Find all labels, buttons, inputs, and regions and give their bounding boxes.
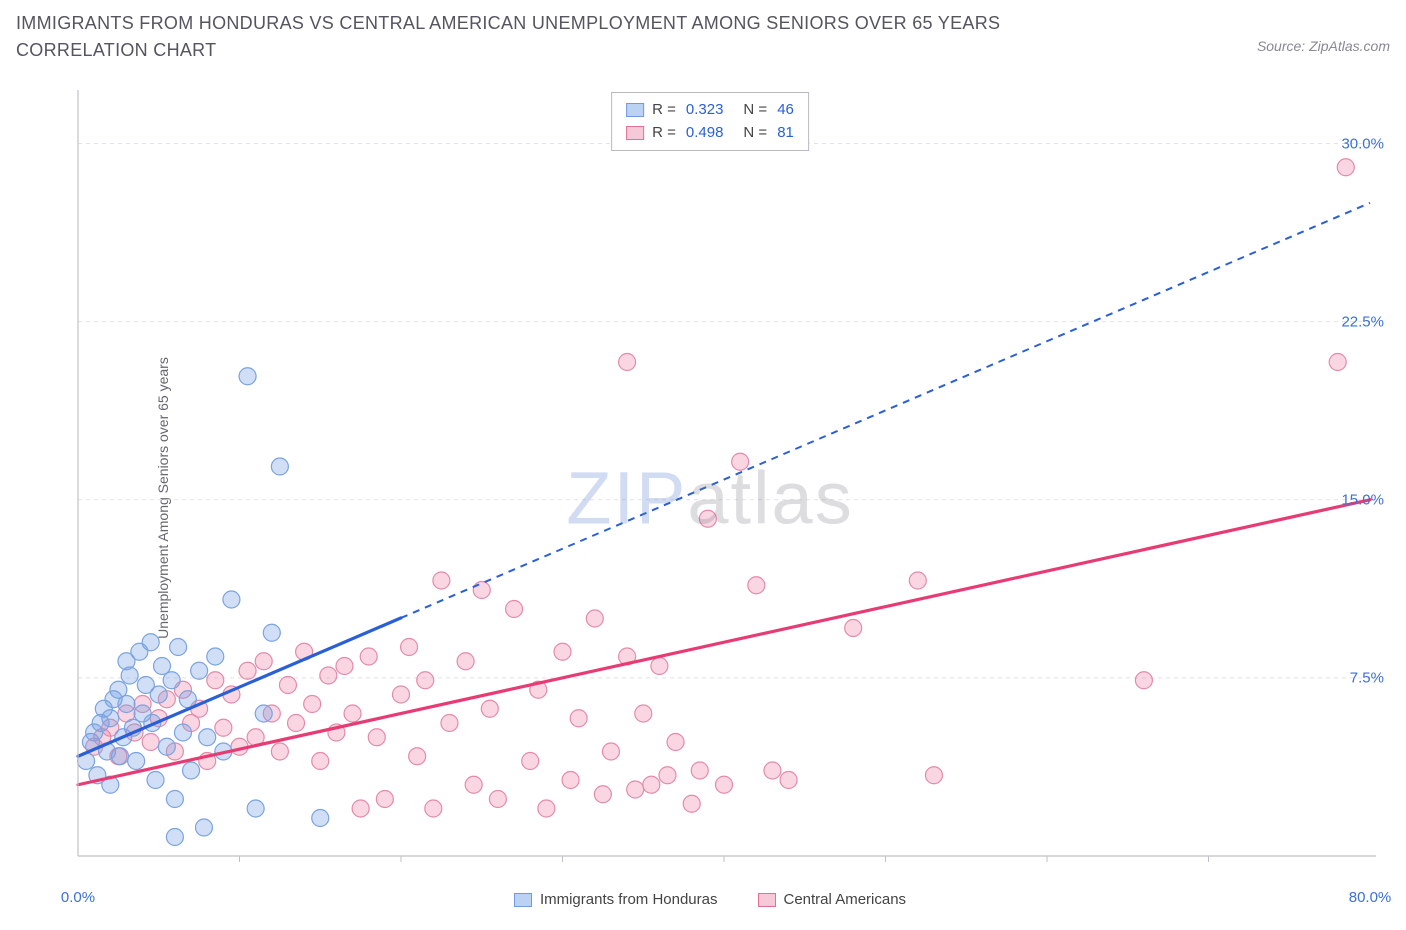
source-attribution: Source: ZipAtlas.com [1257,38,1390,54]
chart-title: IMMIGRANTS FROM HONDURAS VS CENTRAL AMER… [16,10,1096,64]
legend-n-label: N = [743,122,767,145]
legend-label-honduras: Immigrants from Honduras [540,891,718,908]
legend-n-value-0: 46 [777,99,794,122]
legend-row-honduras: R = 0.323 N = 46 [626,99,794,122]
stats-legend: R = 0.323 N = 46 R = 0.498 N = 81 [611,92,809,151]
series-legend: Immigrants from Honduras Central America… [30,891,1390,908]
legend-item-central: Central Americans [758,891,907,908]
swatch-honduras-icon [514,893,532,907]
swatch-honduras [626,103,644,117]
legend-item-honduras: Immigrants from Honduras [514,891,718,908]
legend-r-label: R = [652,122,676,145]
legend-row-central: R = 0.498 N = 81 [626,122,794,145]
swatch-central [626,126,644,140]
y-tick-label: 15.0% [1341,491,1384,508]
legend-r-value-0: 0.323 [686,99,724,122]
y-tick-label: 7.5% [1350,669,1384,686]
scatter-plot [64,86,1390,896]
chart-area: Unemployment Among Seniors over 65 years… [30,86,1390,910]
y-tick-label: 30.0% [1341,135,1384,152]
legend-r-value-1: 0.498 [686,122,724,145]
legend-label-central: Central Americans [784,891,907,908]
swatch-central-icon [758,893,776,907]
legend-n-label: N = [743,99,767,122]
legend-r-label: R = [652,99,676,122]
legend-n-value-1: 81 [777,122,794,145]
y-tick-label: 22.5% [1341,313,1384,330]
